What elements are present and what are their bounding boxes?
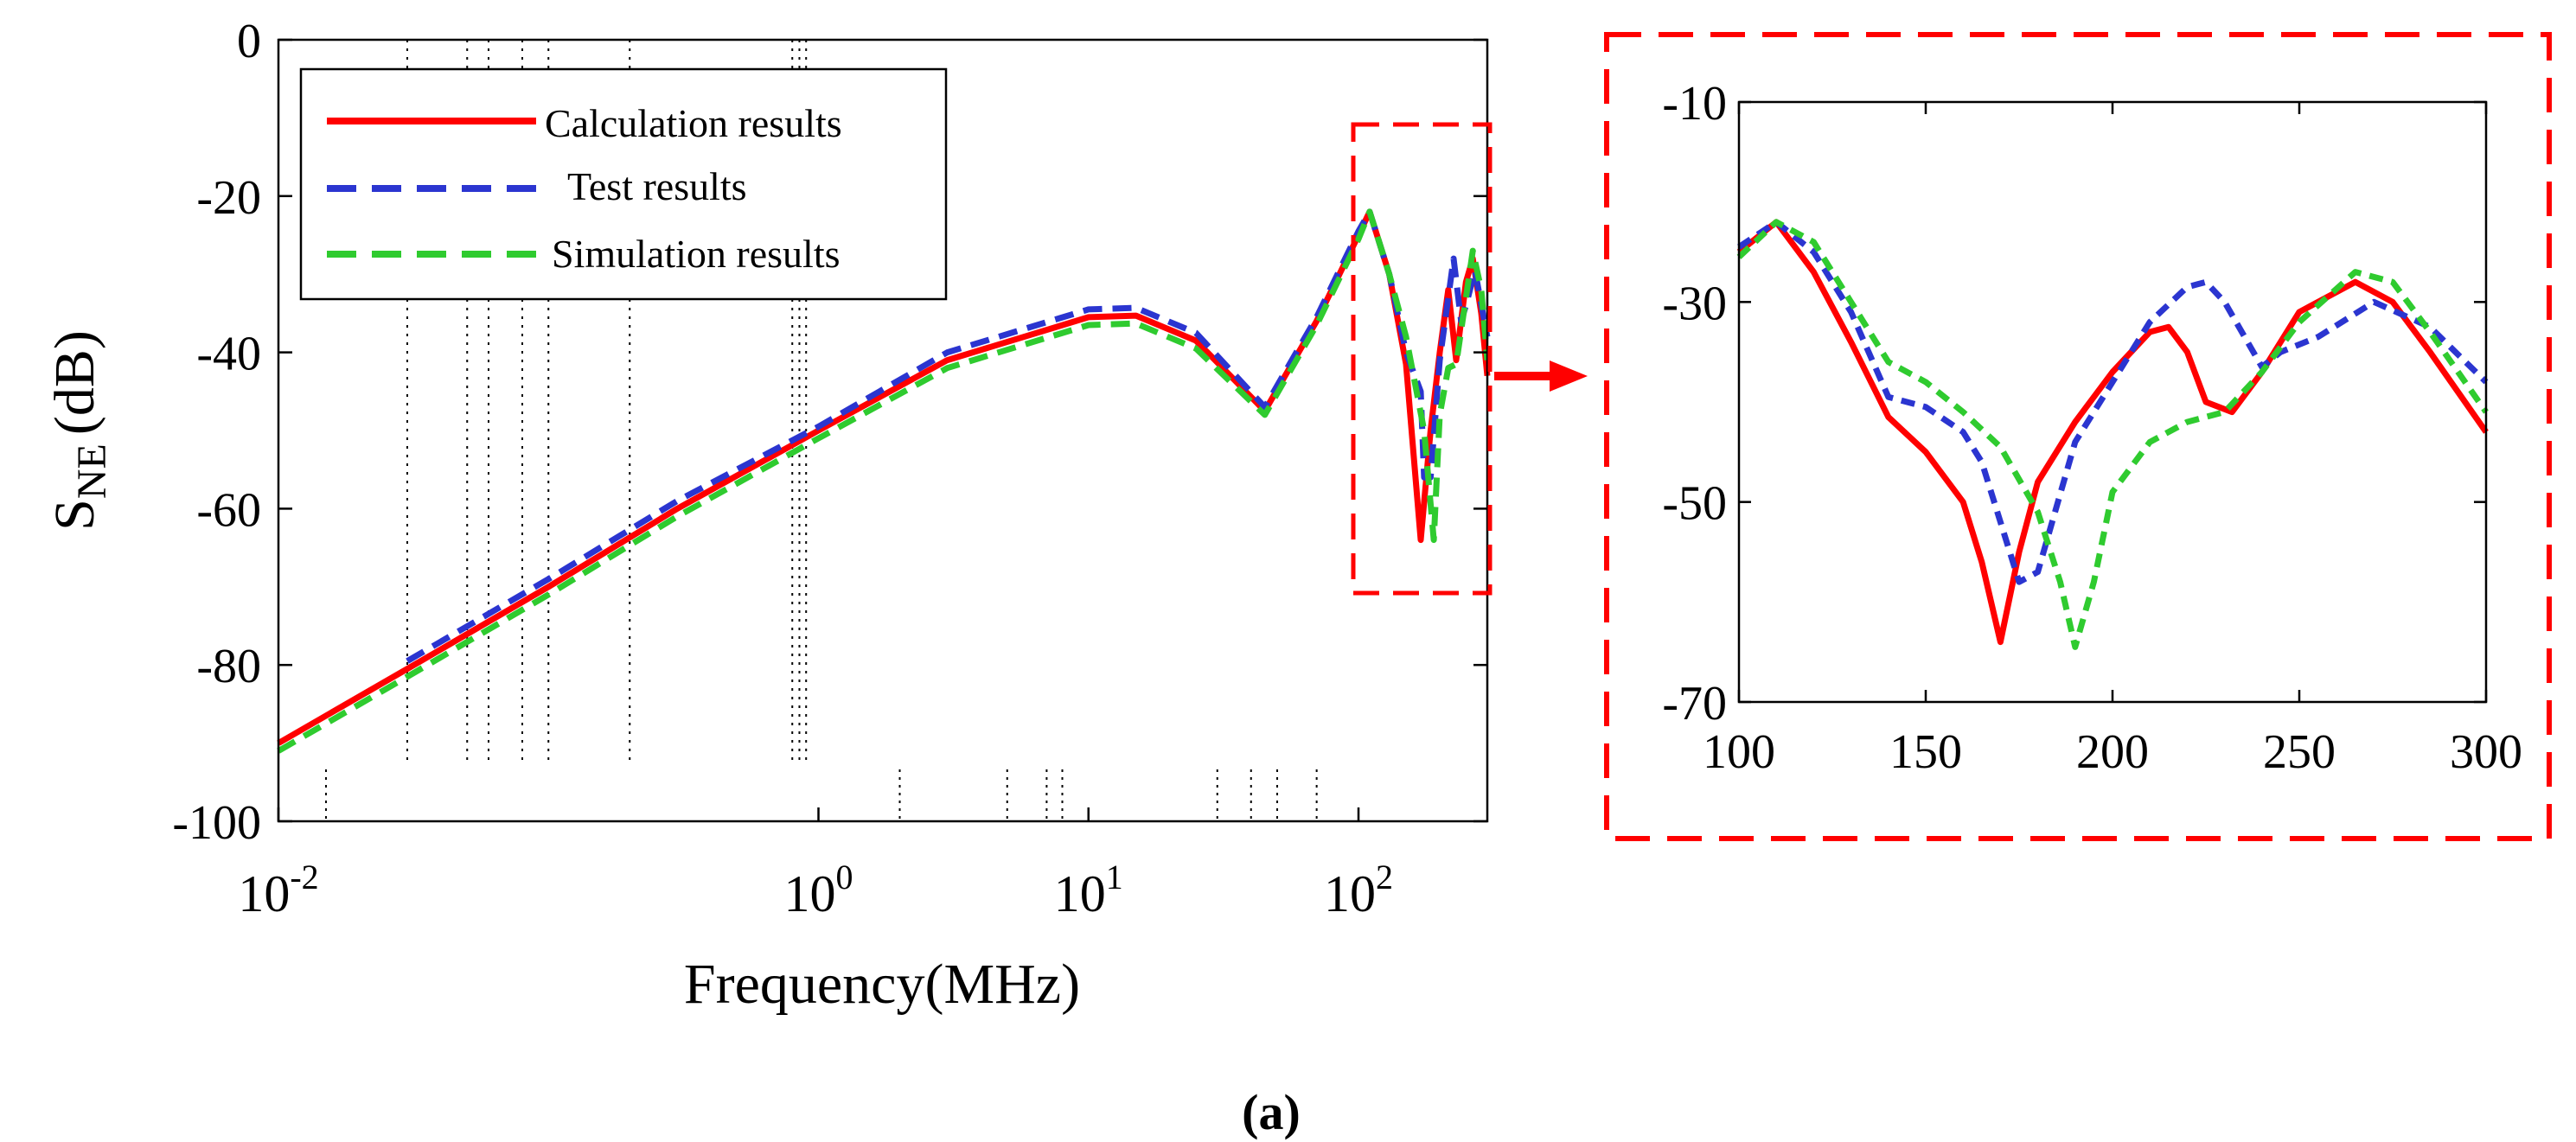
main-x-tick-label-3: 102 bbox=[1324, 858, 1393, 922]
inset-x-tick-label-3: 250 bbox=[2263, 725, 2336, 779]
main-x-tick-label-0: 10-2 bbox=[238, 858, 318, 922]
inset-series-test-results bbox=[1737, 219, 2489, 585]
main-grid-lines bbox=[324, 40, 1318, 821]
inset-y-tick-label-0: -10 bbox=[1662, 77, 1727, 131]
main-y-tick-label-1: -20 bbox=[196, 171, 261, 225]
main-x-tick-label-2: 101 bbox=[1054, 858, 1123, 922]
main-y-axis: 0 -20 -40 -60 -80 -100 bbox=[172, 15, 1487, 850]
main-series-group bbox=[277, 208, 1491, 754]
legend: Calculation results Test results Simulat… bbox=[299, 67, 948, 301]
main-y-tick-label-0: 0 bbox=[237, 15, 261, 68]
inset-y-axis: -10 -30 -50 -70 bbox=[1662, 77, 2486, 730]
main-plot-frame bbox=[277, 38, 1489, 823]
inset-series-calculation-results bbox=[1736, 219, 2489, 646]
zoom-region-box bbox=[1351, 122, 1493, 596]
inset-y-tick-label-3: -70 bbox=[1662, 677, 1727, 730]
inset-chart: -10 -30 -50 -70 100 150 200 250 300 bbox=[1604, 32, 2552, 841]
main-x-axis-title: Frequency(MHz) bbox=[684, 953, 1080, 1016]
inset-x-axis: 100 150 200 250 300 bbox=[1703, 102, 2522, 779]
legend-box bbox=[299, 67, 948, 301]
main-y-tick-label-5: -100 bbox=[172, 796, 261, 850]
inset-plot-frame bbox=[1737, 100, 2488, 704]
main-chart: 0 -20 -40 -60 -80 -100 10-2 100 101 102 Frequenc… bbox=[43, 15, 1493, 1016]
inset-y-tick-label-2: -50 bbox=[1662, 477, 1727, 531]
inset-series-simulation-results bbox=[1736, 219, 2489, 650]
inset-x-tick-label-2: 200 bbox=[2076, 725, 2149, 779]
legend-label-simulation: Simulation results bbox=[552, 232, 841, 276]
inset-series-group bbox=[1736, 219, 2489, 650]
zoom-arrow bbox=[1494, 360, 1588, 392]
main-y-tick-label-3: -60 bbox=[196, 483, 261, 537]
legend-label-calculation: Calculation results bbox=[545, 101, 842, 145]
panel-label: (a) bbox=[1242, 1084, 1301, 1140]
inset-x-tick-label-4: 300 bbox=[2450, 725, 2522, 779]
main-y-tick-label-2: -40 bbox=[196, 328, 261, 381]
main-series-simulation-results bbox=[277, 208, 1491, 754]
main-x-axis: 10-2 100 101 102 bbox=[238, 807, 1393, 922]
main-y-tick-label-4: -80 bbox=[196, 640, 261, 693]
main-y-axis-title: SNE(dB) bbox=[43, 330, 115, 531]
inset-y-tick-label-1: -30 bbox=[1662, 277, 1727, 330]
legend-label-test: Test results bbox=[567, 164, 747, 208]
inset-dashed-border bbox=[1604, 32, 2552, 841]
main-x-tick-label-1: 100 bbox=[784, 858, 853, 922]
inset-x-tick-label-1: 150 bbox=[1889, 725, 1962, 779]
inset-x-tick-label-0: 100 bbox=[1703, 725, 1775, 779]
